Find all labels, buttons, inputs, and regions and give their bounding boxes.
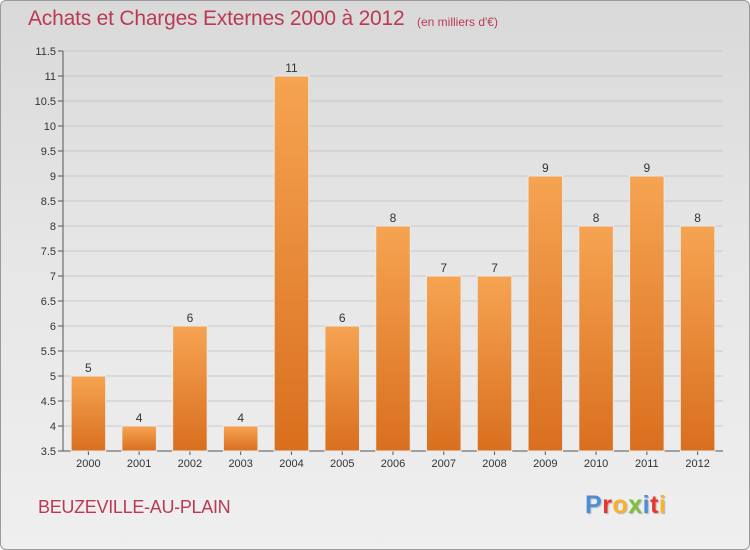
x-tick-label: 2002 [178, 458, 202, 470]
data-label: 4 [136, 411, 143, 425]
x-tick-label: 2010 [584, 458, 608, 470]
logo-letter: r [602, 491, 613, 519]
y-tick-label: 7 [50, 271, 56, 283]
data-labels: 5 4 6 4 11 6 8 7 7 9 8 9 8 [85, 61, 701, 425]
bar-2007 [426, 275, 462, 452]
x-tick-label: 2008 [482, 458, 506, 470]
data-label: 11 [285, 61, 298, 75]
y-tick-label: 8 [50, 221, 56, 233]
y-tick-label: 3.5 [41, 446, 56, 458]
y-tick-label: 10 [44, 121, 56, 133]
logo-letter: x [628, 491, 643, 519]
bar-2000 [70, 375, 107, 452]
y-tick-label: 9.5 [41, 146, 56, 158]
y-tick-label: 7.5 [41, 246, 56, 258]
bar-2012 [679, 225, 716, 452]
logo-letter: t [650, 491, 659, 519]
y-tick-label: 10.5 [35, 96, 56, 108]
bar-2003 [222, 425, 259, 452]
x-tick-label: 2005 [330, 458, 354, 470]
data-label: 8 [694, 211, 701, 225]
bar-2005 [324, 325, 360, 452]
logo-letter: i [658, 491, 667, 519]
data-label: 9 [644, 161, 651, 175]
y-tick-label: 11.5 [35, 46, 56, 58]
bar-2011 [629, 175, 665, 452]
x-tick-label: 2009 [533, 458, 557, 470]
y-tick-label: 9 [50, 171, 56, 183]
y-tick-label: 6.5 [41, 296, 56, 308]
data-label: 4 [237, 411, 244, 425]
bar-2001 [121, 425, 157, 452]
x-tick-label: 2006 [381, 458, 405, 470]
logo-letter: o [612, 491, 629, 519]
data-label: 6 [339, 311, 346, 325]
bar-2010 [578, 225, 614, 452]
x-tick-label: 2012 [685, 458, 709, 470]
data-label: 8 [390, 211, 397, 225]
x-tick-label: 2007 [432, 458, 456, 470]
data-label: 7 [440, 261, 447, 275]
y-tick-label: 4.5 [41, 396, 56, 408]
x-tick-label: 2000 [76, 458, 100, 470]
logo-letter: P [585, 491, 603, 519]
x-tick-label: 2003 [228, 458, 252, 470]
y-tick-label: 5 [50, 371, 56, 383]
bars [70, 75, 716, 452]
logo-letter: i [642, 491, 651, 519]
y-tick-label: 5.5 [41, 346, 56, 358]
y-tick-label: 6 [50, 321, 56, 333]
data-label: 6 [187, 311, 194, 325]
bar-2006 [375, 225, 411, 452]
chart-unit: (en milliers d'€) [417, 15, 498, 29]
commune-name: BEUZEVILLE-AU-PLAIN [38, 497, 231, 517]
y-tick-label: 4 [50, 421, 56, 433]
bar-2004 [273, 75, 310, 452]
data-label: 7 [491, 261, 498, 275]
y-tick-label: 11 [45, 71, 56, 83]
x-tick-labels: 2000 2001 2002 2003 2004 2005 2006 2007 2008 2009… [76, 458, 710, 470]
data-label: 8 [593, 211, 600, 225]
y-tick-label: 8.5 [41, 196, 56, 208]
bar-2009 [527, 175, 564, 452]
chart-title: Achats et Charges Externes 2000 à 2012 [28, 7, 405, 30]
data-label: 9 [542, 161, 549, 175]
x-tick-label: 2001 [127, 458, 151, 470]
y-tick-labels: 3.5 4 4.5 5 5.5 6 6.5 7 7.5 8 8.5 9 9.5 10 10.5 11 11.5 [35, 46, 56, 458]
data-label: 5 [85, 361, 92, 375]
bar-2008 [476, 275, 513, 452]
proxiti-logo: Proxiti [585, 491, 666, 520]
bar-2002 [172, 325, 208, 452]
x-tick-label: 2011 [635, 458, 659, 470]
x-tick-label: 2004 [279, 458, 303, 470]
